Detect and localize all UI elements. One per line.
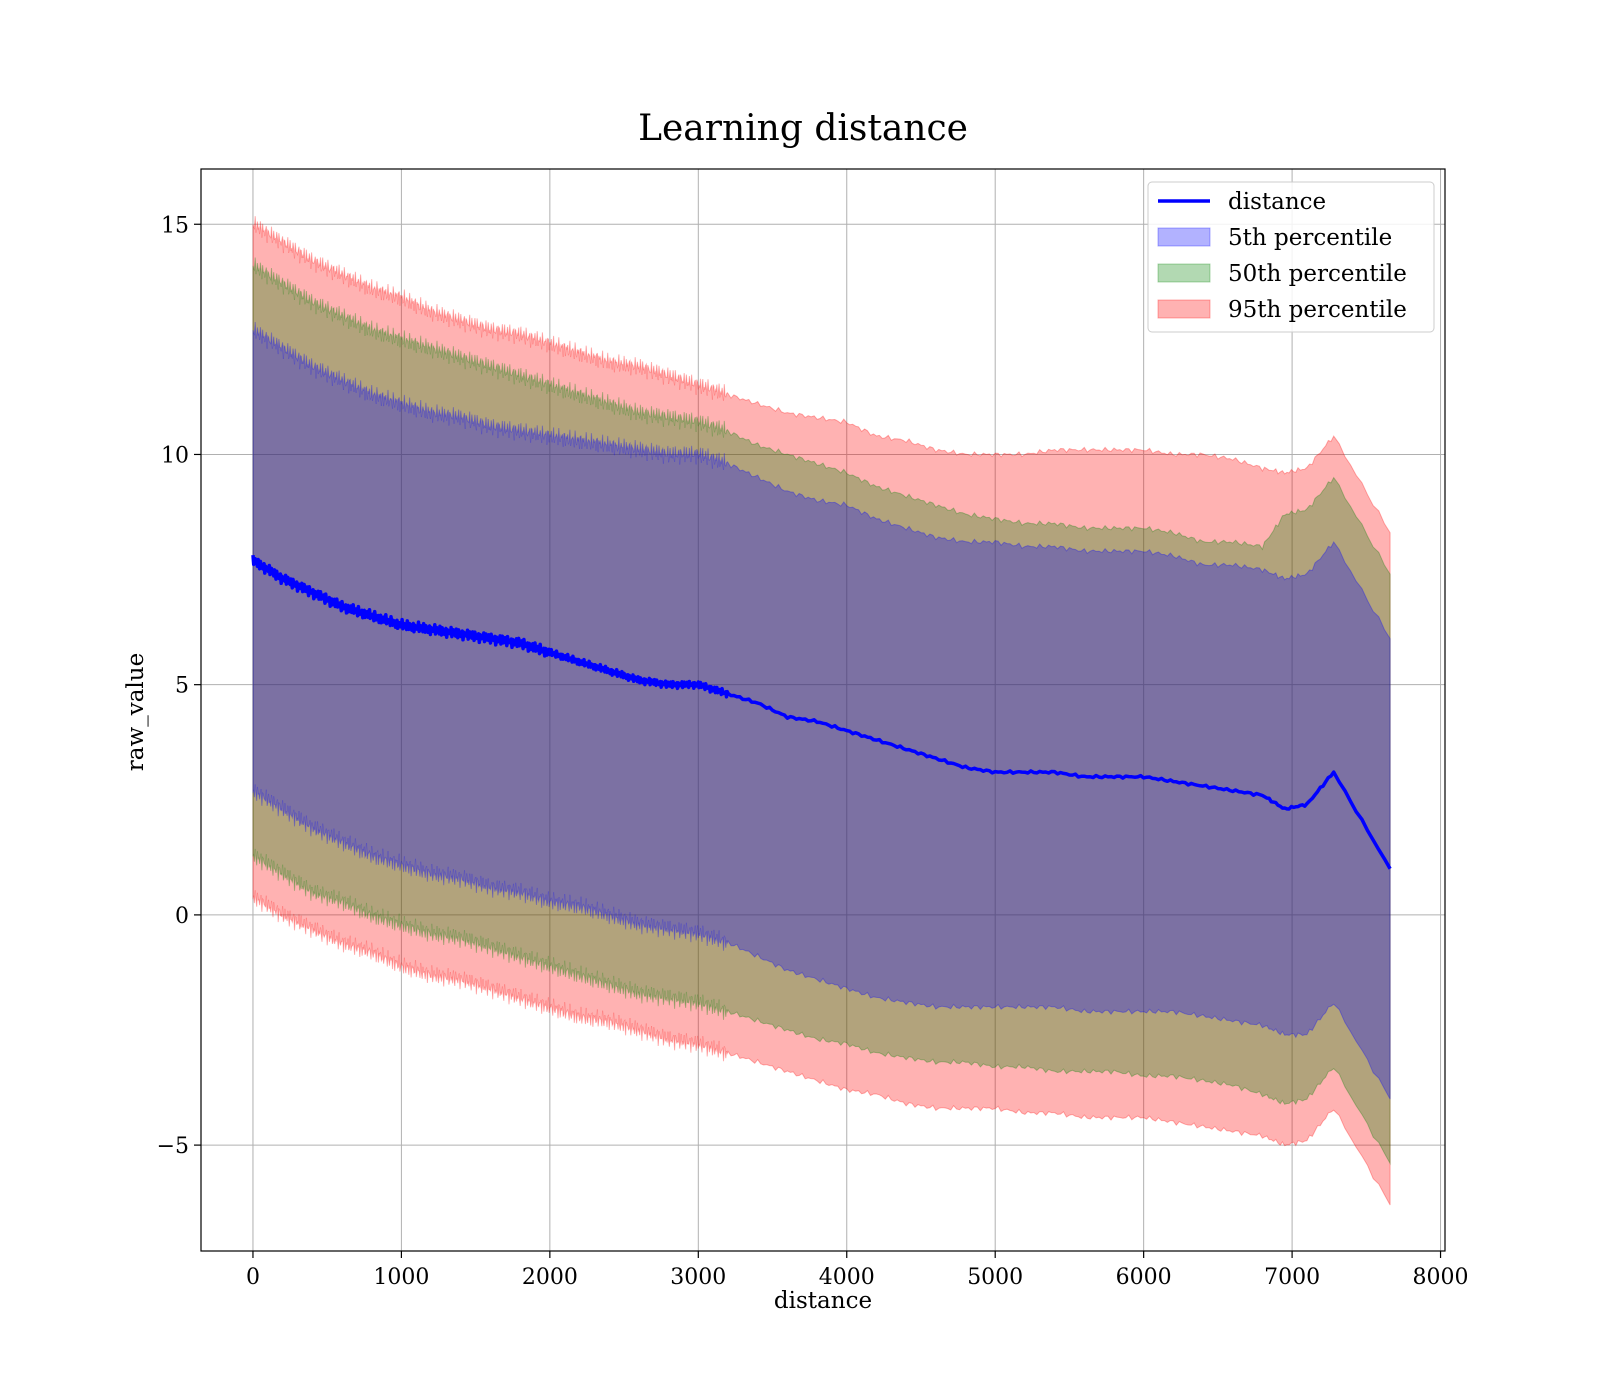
- series-lines: [251, 554, 1392, 870]
- legend-label: distance: [1228, 189, 1326, 215]
- legend-label: 95th percentile: [1228, 297, 1407, 323]
- x-tick-label: 3000: [670, 1265, 726, 1290]
- band-5th-percentile: [252, 321, 1391, 1100]
- y-tick-label: 10: [161, 443, 189, 468]
- plot-frame: [200, 168, 1446, 1252]
- x-axis-label: distance: [774, 1288, 872, 1314]
- legend-swatch-patch: [1157, 227, 1211, 247]
- y-tick-label: 0: [175, 904, 189, 929]
- percentile-bands: [252, 216, 1391, 1206]
- x-tick-label: 4000: [819, 1265, 875, 1290]
- x-tick-label: 1000: [373, 1265, 429, 1290]
- x-tick-label: 6000: [1116, 1265, 1172, 1290]
- x-tick-label: 5000: [967, 1265, 1023, 1290]
- band-95th-percentile: [252, 216, 1391, 1206]
- y-axis-label: raw_value: [123, 653, 149, 771]
- x-tick-label: 7000: [1264, 1265, 1320, 1290]
- y-axis-ticks: −5 0 5 10 15: [157, 213, 201, 1159]
- legend-box: [1147, 181, 1435, 333]
- y-tick-label: −5: [157, 1134, 189, 1159]
- series-line-distance: [251, 554, 1392, 870]
- x-tick-label: 2000: [522, 1265, 578, 1290]
- y-tick-label: 5: [175, 674, 189, 699]
- legend-label: 50th percentile: [1228, 261, 1407, 287]
- legend: distance 5th percentile 50th percentile 95t…: [1147, 181, 1435, 333]
- y-tick-label: 15: [161, 213, 189, 238]
- legend-label: 5th percentile: [1228, 225, 1392, 251]
- x-tick-label: 0: [246, 1265, 260, 1290]
- legend-swatch-patch: [1157, 263, 1211, 283]
- x-tick-label: 8000: [1413, 1265, 1469, 1290]
- chart-title: Learning distance: [638, 108, 968, 149]
- x-axis-ticks: 0 1000 2000 3000 4000 5000 6000 7000 8000: [246, 1251, 1469, 1290]
- legend-swatch-patch: [1157, 299, 1211, 319]
- band-50th-percentile: [252, 257, 1391, 1166]
